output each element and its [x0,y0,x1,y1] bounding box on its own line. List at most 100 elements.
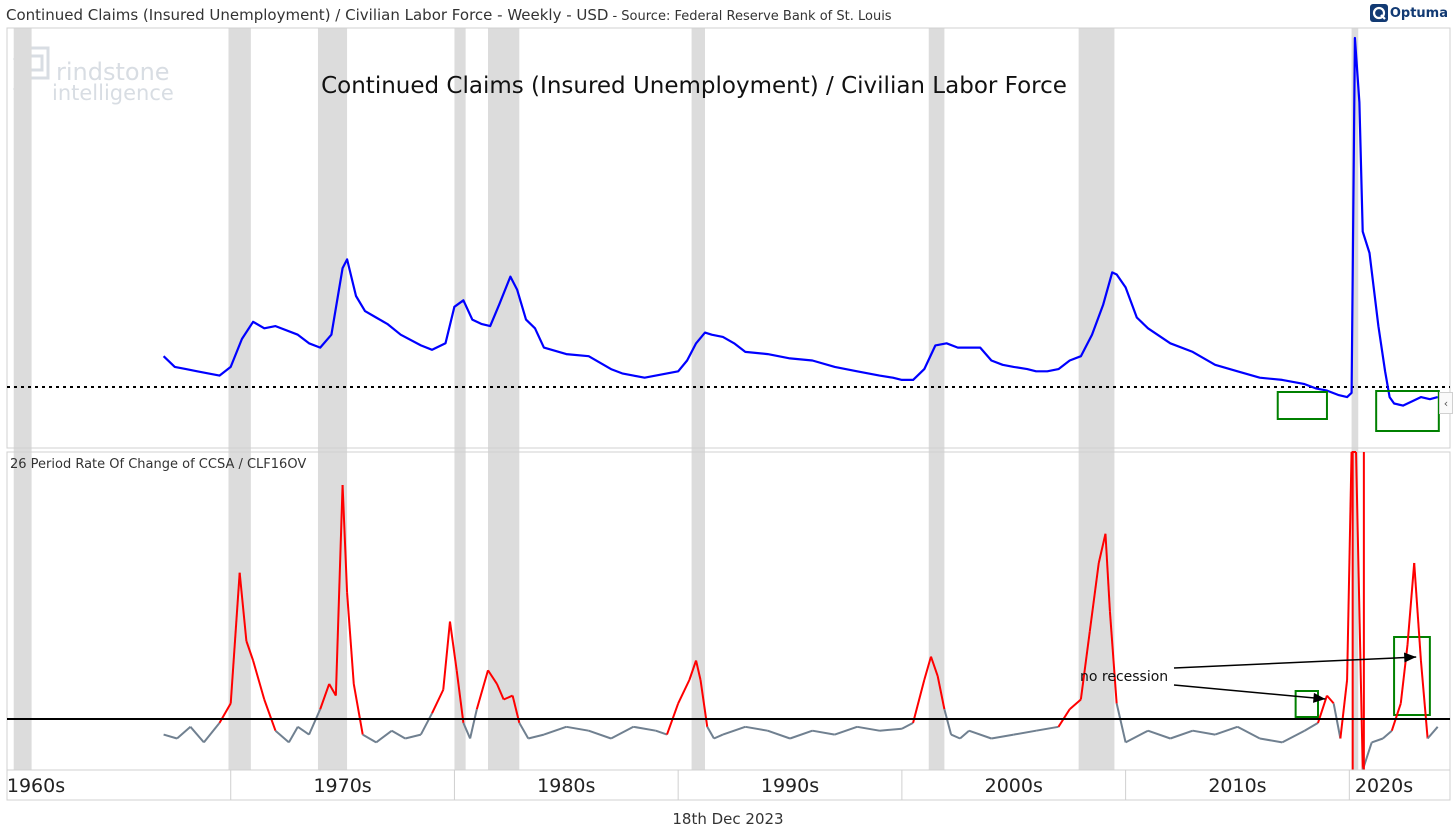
lower-panel-frame [6,451,1451,771]
lower-panel-title: 26 Period Rate Of Change of CCSA / CLF16… [10,457,306,472]
highlight-box-lower-2 [1393,636,1431,716]
lower-segment-102 [1419,660,1429,739]
lower-segment-36 [518,722,530,739]
lower-segment-101 [1413,562,1422,661]
lower-segment-10 [274,729,290,744]
lower-segment-28 [455,670,465,724]
lower-segment-96 [1371,737,1384,744]
lower-segment-27 [448,621,458,671]
upper-panel-title: Continued Claims (Insured Unemployment) … [321,73,1067,99]
lower-segment-73 [1079,631,1091,700]
lower-segment-23 [404,733,422,740]
lower-segment-40 [588,729,612,740]
recession-band-7 [1078,28,1115,770]
x-tick-label-6: 2020s [1355,775,1413,797]
lower-segment-51 [722,725,746,736]
lower-segment-49 [706,726,715,739]
annotation-no-recession: no recession [1080,652,1417,703]
lower-segment-26 [442,621,451,690]
lower-segment-0 [163,733,178,740]
x-tick-label-3: 1990s [761,775,819,797]
lower-segment-70 [1035,725,1059,732]
lower-segment-20 [362,733,377,744]
recession-bands [13,28,1359,770]
chart-date: 18th Dec 2023 [672,810,784,828]
lower-segment-17 [341,484,349,593]
lower-segment-53 [767,729,791,740]
lower-segment-62 [930,656,939,677]
lower-segment-92 [1346,451,1353,681]
recession-band-2 [317,28,348,770]
lower-segment-68 [991,733,1014,740]
upper-series-line [162,36,1438,407]
lower-segment-21 [375,729,393,744]
scroll-left-icon[interactable]: ‹ [1439,392,1453,414]
chart-header-title: Continued Claims (Insured Unemployment) … [6,6,609,24]
lower-segment-12 [297,725,310,736]
highlight-box-lower-1 [1294,690,1320,718]
lower-segment-77 [1108,611,1118,704]
x-tick-label-2: 1980s [537,775,595,797]
lower-segment-25 [431,689,445,714]
lower-segment-47 [695,660,702,681]
lower-segment-59 [901,722,914,730]
recession-band-3 [454,28,466,770]
lower-segment-60 [912,679,926,724]
lower-segment-61 [923,656,932,681]
lower-segment-32 [487,669,498,685]
annotation-arrow-2 [1173,656,1417,669]
lower-segment-50 [713,733,724,740]
lower-segment-8 [252,660,266,700]
lower-segment-46 [688,660,698,681]
lower-segment-87 [1304,722,1319,732]
lower-segment-69 [1013,729,1037,736]
lower-segment-81 [1170,729,1194,740]
lower-segment-89 [1326,694,1335,705]
x-tick-label-1: 1970s [313,775,371,797]
lower-segment-82 [1192,729,1216,736]
x-tick-label-4: 2000s [985,775,1043,797]
annotation-arrow-1 [1173,684,1326,700]
annotation-arrow-1-head [1313,692,1326,703]
lower-segment-11 [288,726,299,743]
lower-segment-84 [1237,725,1261,740]
annotation-arrow-2-head [1403,652,1417,663]
lower-segment-78 [1115,703,1127,743]
lower-segment-22 [391,729,406,740]
lower-segment-65 [950,733,961,740]
lower-segment-55 [812,729,835,736]
upper-series-path [162,36,1438,407]
lower-segment-14 [319,683,331,710]
lower-segment-67 [968,729,992,740]
upper-panel-frame [6,27,1451,449]
brand-logo: Optuma [1369,4,1448,22]
lower-segment-16 [334,484,344,696]
watermark-line1: rindstone [56,58,170,86]
x-axis: 1960s 1970s 1980s 1990s 2000s 2010s 2020s [6,769,1451,801]
lower-segment-97 [1382,729,1393,740]
highlight-box-upper-1 [1276,391,1328,420]
brand-name: Optuma [1389,5,1448,21]
recession-band-1 [228,28,251,770]
highlight-boxes [1276,390,1440,718]
lower-segment-75 [1097,533,1107,564]
lower-segment-13 [308,708,322,736]
lower-series-line [163,451,1439,771]
lower-segment-33 [496,683,505,700]
watermark: rindstone intelligence [12,46,174,105]
lower-segment-91 [1339,679,1349,739]
lower-segment-5 [229,572,241,704]
lower-segment-63 [936,675,946,710]
lower-segment-18 [346,592,355,684]
lower-segment-42 [633,725,656,732]
recession-band-0 [13,28,32,770]
lower-segment-86 [1281,729,1306,744]
lower-segment-29 [462,722,472,739]
chart-header: Continued Claims (Insured Unemployment) … [6,5,892,27]
recession-band-4 [488,28,520,770]
recession-band-8 [1351,28,1359,770]
lower-segment-45 [677,679,691,704]
lower-segment-24 [419,712,433,736]
lower-segment-76 [1104,533,1111,612]
